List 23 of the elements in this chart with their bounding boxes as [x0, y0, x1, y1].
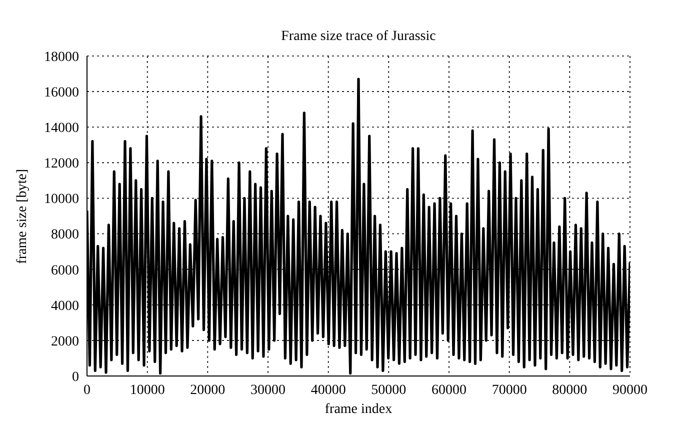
- y-tick-label: 12000: [44, 156, 79, 172]
- y-tick-label: 2000: [51, 334, 79, 350]
- x-axis-title: frame index: [324, 402, 392, 417]
- x-tick-label: 90000: [612, 382, 648, 398]
- x-tick-label: 50000: [371, 382, 406, 398]
- y-tick-label: 0: [72, 370, 79, 385]
- x-tick-label: 70000: [492, 382, 527, 398]
- y-tick-label: 14000: [44, 121, 79, 136]
- x-tick-label: 20000: [190, 382, 226, 398]
- y-tick-label: 16000: [44, 86, 79, 101]
- y-tick-label: 10000: [44, 192, 79, 208]
- x-tick-label: 60000: [432, 382, 466, 398]
- x-tick-label: 40000: [310, 382, 346, 398]
- x-tick-label: 80000: [552, 382, 588, 398]
- y-tick-label: 8000: [51, 228, 79, 243]
- y-tick-label: 6000: [51, 263, 79, 278]
- x-tick-label: 30000: [250, 382, 286, 398]
- y-axis-title: frame size [byte]: [14, 168, 30, 264]
- y-tick-label: 4000: [51, 298, 79, 314]
- x-tick-label: 10000: [130, 382, 165, 398]
- x-tick-label: 0: [84, 382, 90, 398]
- y-tick-label: 18000: [44, 50, 79, 65]
- chart-title: Frame size trace of Jurassic: [281, 29, 436, 44]
